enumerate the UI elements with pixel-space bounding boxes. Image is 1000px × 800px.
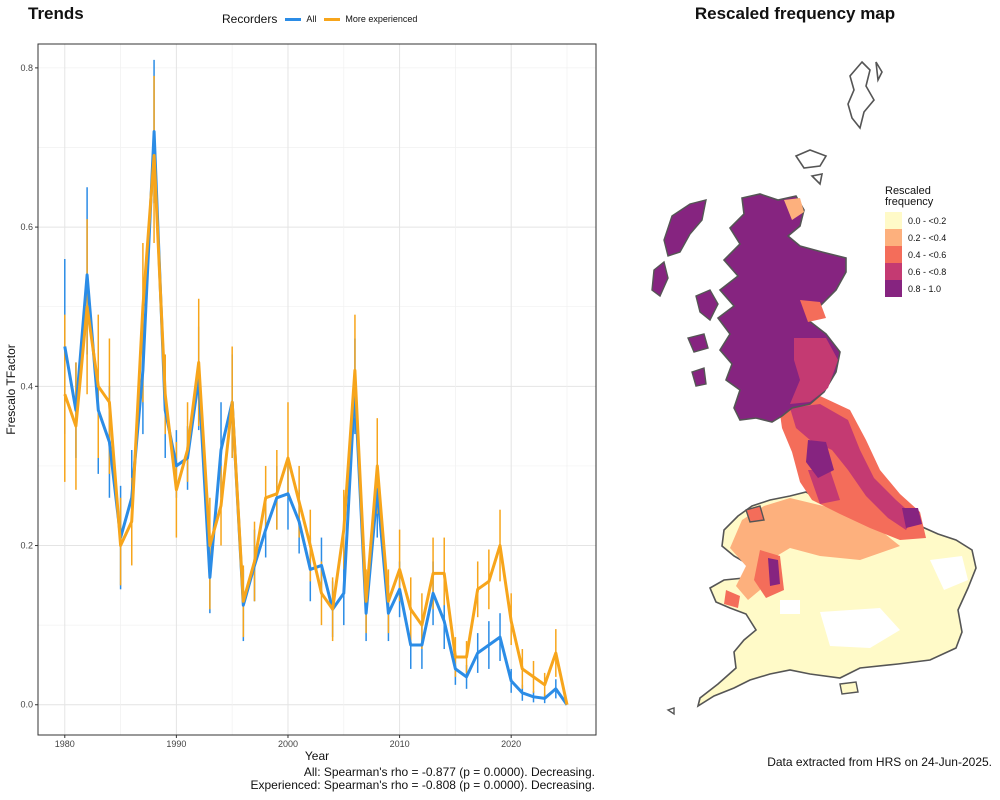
map-island-orkney: [794, 149, 828, 186]
map-legend-label: 0.0 - <0.2: [908, 215, 947, 226]
map-island-lewis: [663, 199, 707, 257]
map-band-0-6-b: [808, 470, 840, 504]
legend-label-all: All: [306, 14, 317, 24]
x-tick-label: 1990: [166, 739, 186, 749]
map-scotland-lower: [790, 338, 838, 404]
y-tick-label: 0.8: [20, 63, 33, 73]
map-legend-row: 0.2 - <0.4: [885, 229, 946, 246]
stat-all: All: Spearman's rho = -0.877 (p = 0.0000…: [303, 765, 595, 779]
x-tick-label: 2000: [278, 739, 298, 749]
map-legend-rows: 0.0 - <0.2 0.2 - <0.4 0.4 - <0.6 0.6 - <0.8…: [885, 212, 946, 297]
legend-key-experienced: [324, 17, 341, 21]
map-legend-swatch: [885, 212, 902, 229]
x-axis-label: Year: [305, 749, 329, 763]
map-legend-label: 0.6 - <0.8: [908, 266, 947, 277]
x-tick-label: 2010: [390, 739, 410, 749]
map-east-high: [902, 508, 922, 528]
map-legend-row: 0.4 - <0.6: [885, 246, 946, 263]
x-tick-label: 2020: [501, 739, 521, 749]
y-tick-label: 0.6: [20, 222, 33, 232]
map-island-uist: [651, 260, 669, 298]
map-legend-swatch: [885, 229, 902, 246]
map-island-mull: [687, 333, 709, 353]
recorders-legend: Recorders All More experienced: [222, 12, 417, 26]
map-scotland-patch: [800, 300, 826, 322]
stat-experienced: Experienced: Spearman's rho = -0.808 (p …: [250, 778, 596, 792]
map-legend-swatch: [885, 246, 902, 263]
x-tick-label: 1980: [55, 739, 75, 749]
map-legend-label: 0.2 - <0.4: [908, 232, 947, 243]
y-tick-label: 0.2: [20, 541, 33, 551]
map-legend-swatch: [885, 263, 902, 280]
map-white-gap-1: [820, 608, 900, 648]
map-island-islay: [691, 367, 707, 387]
map-legend-label: 0.8 - 1.0: [908, 283, 942, 294]
map-legend: Rescaled frequency 0.0 - <0.2 0.2 - <0.4 0…: [885, 186, 946, 297]
series-line: [63, 130, 569, 706]
map-isle-of-wight: [839, 681, 859, 695]
map-band-0-4-west: [724, 590, 740, 608]
map-wales-high: [768, 558, 780, 586]
legend-title: Recorders: [222, 12, 278, 26]
map-scotland-nw: [784, 198, 804, 220]
map-legend-row: 0.8 - 1.0: [885, 280, 946, 297]
y-tick-label: 0.0: [20, 700, 33, 710]
legend-key-all: [285, 17, 302, 21]
map-legend-row: 0.6 - <0.8: [885, 263, 946, 280]
y-tick-label: 0.4: [20, 381, 33, 391]
map-island-shetland: [847, 60, 883, 130]
data-caption: Data extracted from HRS on 24-Jun-2025.: [767, 755, 992, 769]
map-white-gap-2: [930, 556, 968, 590]
map-band-0-6: [790, 404, 914, 530]
map-legend-row: 0.0 - <0.2: [885, 212, 946, 229]
trend-plot: 0.0 0.2 0.4 0.6 0.8 1980 1990 2000 2010 2020 Year F…: [4, 43, 597, 763]
map-white-gap-3: [780, 600, 800, 614]
legend-label-experienced: More experienced: [345, 14, 418, 24]
map-island-skye: [695, 289, 719, 322]
map-pennines: [806, 440, 834, 478]
map-legend-swatch: [885, 280, 902, 297]
map-band-0-2: [730, 498, 900, 600]
map-legend-label: 0.4 - <0.6: [908, 249, 947, 260]
series-line: [63, 154, 569, 706]
plot-border: [37, 43, 597, 736]
chart-title: Trends: [28, 4, 84, 23]
map-title: Rescaled frequency map: [694, 4, 896, 23]
spearman-stats: All: Spearman's rho = -0.877 (p = 0.0000…: [200, 765, 596, 792]
map-legend-title: Rescaled frequency: [885, 185, 934, 208]
map-anglesey: [745, 505, 765, 523]
map-scilly: [666, 707, 675, 716]
y-axis-label: Frescalo TFactor: [4, 344, 18, 434]
frequency-map: [651, 60, 977, 716]
